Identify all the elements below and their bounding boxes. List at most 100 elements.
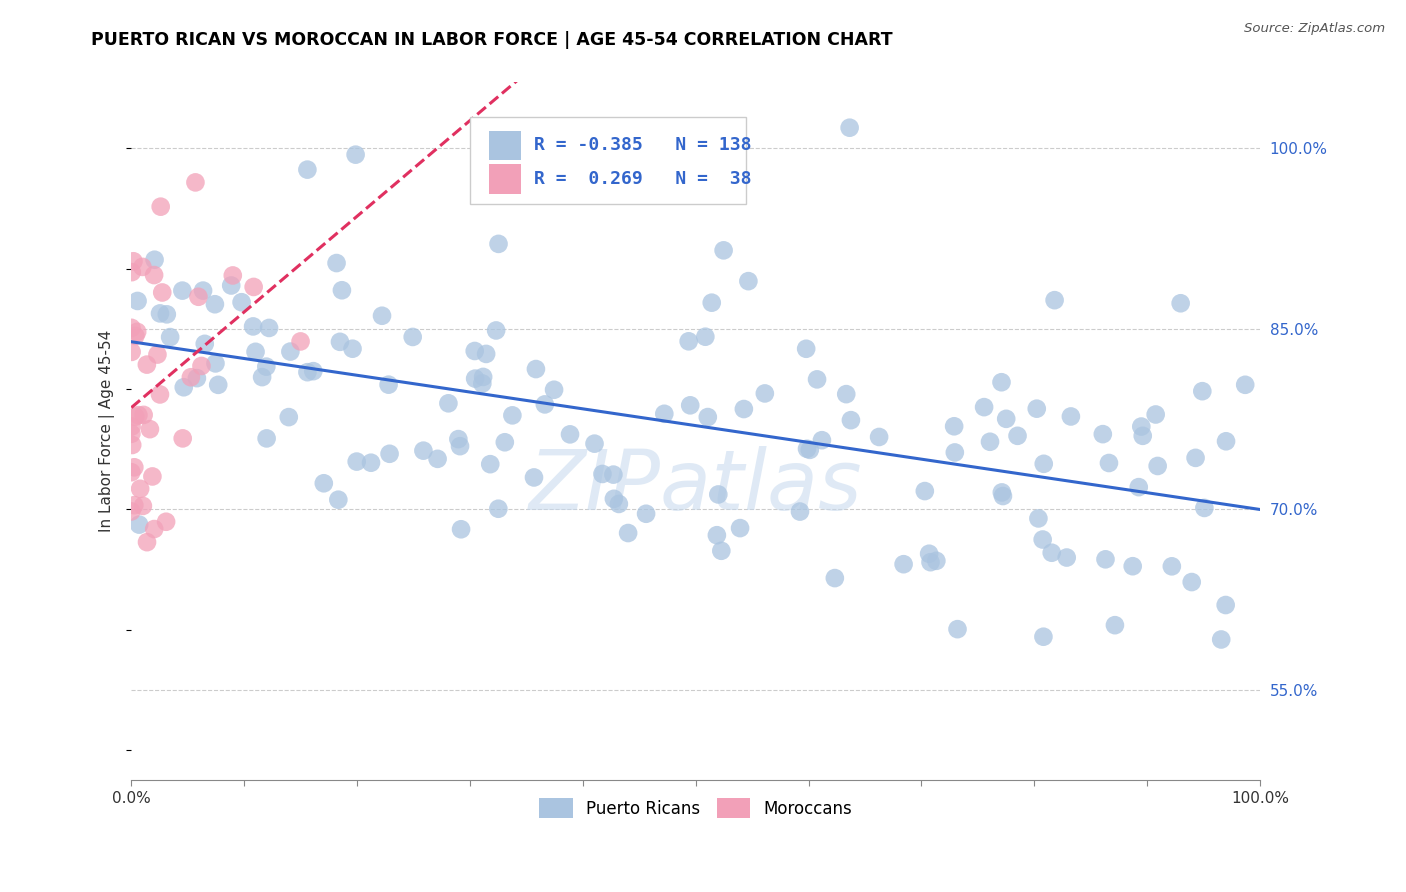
Y-axis label: In Labor Force | Age 45-54: In Labor Force | Age 45-54 <box>100 330 115 533</box>
Point <box>231 295 253 310</box>
Point <box>1098 456 1121 470</box>
Point <box>120 321 142 335</box>
Point <box>135 358 157 372</box>
Point <box>360 456 382 470</box>
Point <box>990 376 1012 390</box>
Point <box>280 344 302 359</box>
Point <box>245 344 267 359</box>
Point <box>485 323 508 337</box>
Point <box>204 297 226 311</box>
Point <box>172 431 194 445</box>
Point <box>1056 550 1078 565</box>
Point <box>156 307 179 321</box>
Point <box>799 442 821 457</box>
Point <box>636 507 658 521</box>
FancyBboxPatch shape <box>470 117 747 204</box>
Point <box>449 439 471 453</box>
Point <box>150 285 173 300</box>
Point <box>486 501 509 516</box>
Text: R = -0.385   N = 138: R = -0.385 N = 138 <box>534 136 752 154</box>
Point <box>479 457 502 471</box>
Point <box>914 484 936 499</box>
Text: ZIPatlas: ZIPatlas <box>529 447 862 527</box>
Point <box>325 256 347 270</box>
Point <box>471 376 494 391</box>
Point <box>121 419 143 434</box>
Point <box>1094 552 1116 566</box>
Point <box>172 284 194 298</box>
Point <box>329 334 352 349</box>
Point <box>893 558 915 572</box>
Point <box>918 547 941 561</box>
Point <box>1234 377 1257 392</box>
Point <box>128 517 150 532</box>
Point <box>371 309 394 323</box>
Point <box>124 498 146 512</box>
Point <box>591 467 613 481</box>
Point <box>806 372 828 386</box>
Point <box>402 330 425 344</box>
Point <box>603 491 626 506</box>
Point <box>710 543 733 558</box>
Point <box>437 396 460 410</box>
Text: PUERTO RICAN VS MOROCCAN IN LABOR FORCE | AGE 45-54 CORRELATION CHART: PUERTO RICAN VS MOROCCAN IN LABOR FORCE … <box>91 31 893 49</box>
Point <box>1128 480 1150 494</box>
Point <box>617 526 640 541</box>
Point <box>524 362 547 376</box>
Point <box>127 408 149 422</box>
Point <box>378 447 401 461</box>
Point <box>728 521 751 535</box>
Point <box>835 387 858 401</box>
Point <box>132 408 155 422</box>
Point <box>925 554 948 568</box>
Point <box>1181 575 1204 590</box>
Point <box>149 387 172 401</box>
Point <box>120 426 142 441</box>
Point <box>1132 429 1154 443</box>
Point <box>186 371 208 385</box>
Point <box>180 370 202 384</box>
Point <box>946 622 969 636</box>
Point <box>824 571 846 585</box>
Point <box>678 334 700 349</box>
Point <box>943 445 966 459</box>
Point <box>1211 632 1233 647</box>
Point <box>149 200 172 214</box>
Point <box>297 162 319 177</box>
Point <box>1040 546 1063 560</box>
Bar <box>489 164 520 194</box>
Point <box>1146 458 1168 473</box>
Point <box>1122 559 1144 574</box>
Point <box>464 343 486 358</box>
Point <box>1032 630 1054 644</box>
Point <box>1025 401 1047 416</box>
Point <box>155 515 177 529</box>
Point <box>679 398 702 412</box>
Point <box>707 487 730 501</box>
Point <box>159 330 181 344</box>
Point <box>1215 434 1237 449</box>
Point <box>696 410 718 425</box>
Point <box>754 386 776 401</box>
Point <box>868 430 890 444</box>
Point <box>194 336 217 351</box>
Point <box>543 383 565 397</box>
Point <box>187 290 209 304</box>
Point <box>523 470 546 484</box>
Point <box>242 319 264 334</box>
Point <box>207 377 229 392</box>
Point <box>139 422 162 436</box>
Point <box>1060 409 1083 424</box>
Point <box>920 555 942 569</box>
Point <box>412 443 434 458</box>
Point <box>124 409 146 424</box>
Point <box>143 522 166 536</box>
Point <box>450 522 472 536</box>
Point <box>973 400 995 414</box>
Point <box>297 365 319 379</box>
Point <box>943 419 966 434</box>
Point <box>121 265 143 279</box>
Point <box>242 280 264 294</box>
Point <box>839 413 862 427</box>
Point <box>120 465 142 479</box>
